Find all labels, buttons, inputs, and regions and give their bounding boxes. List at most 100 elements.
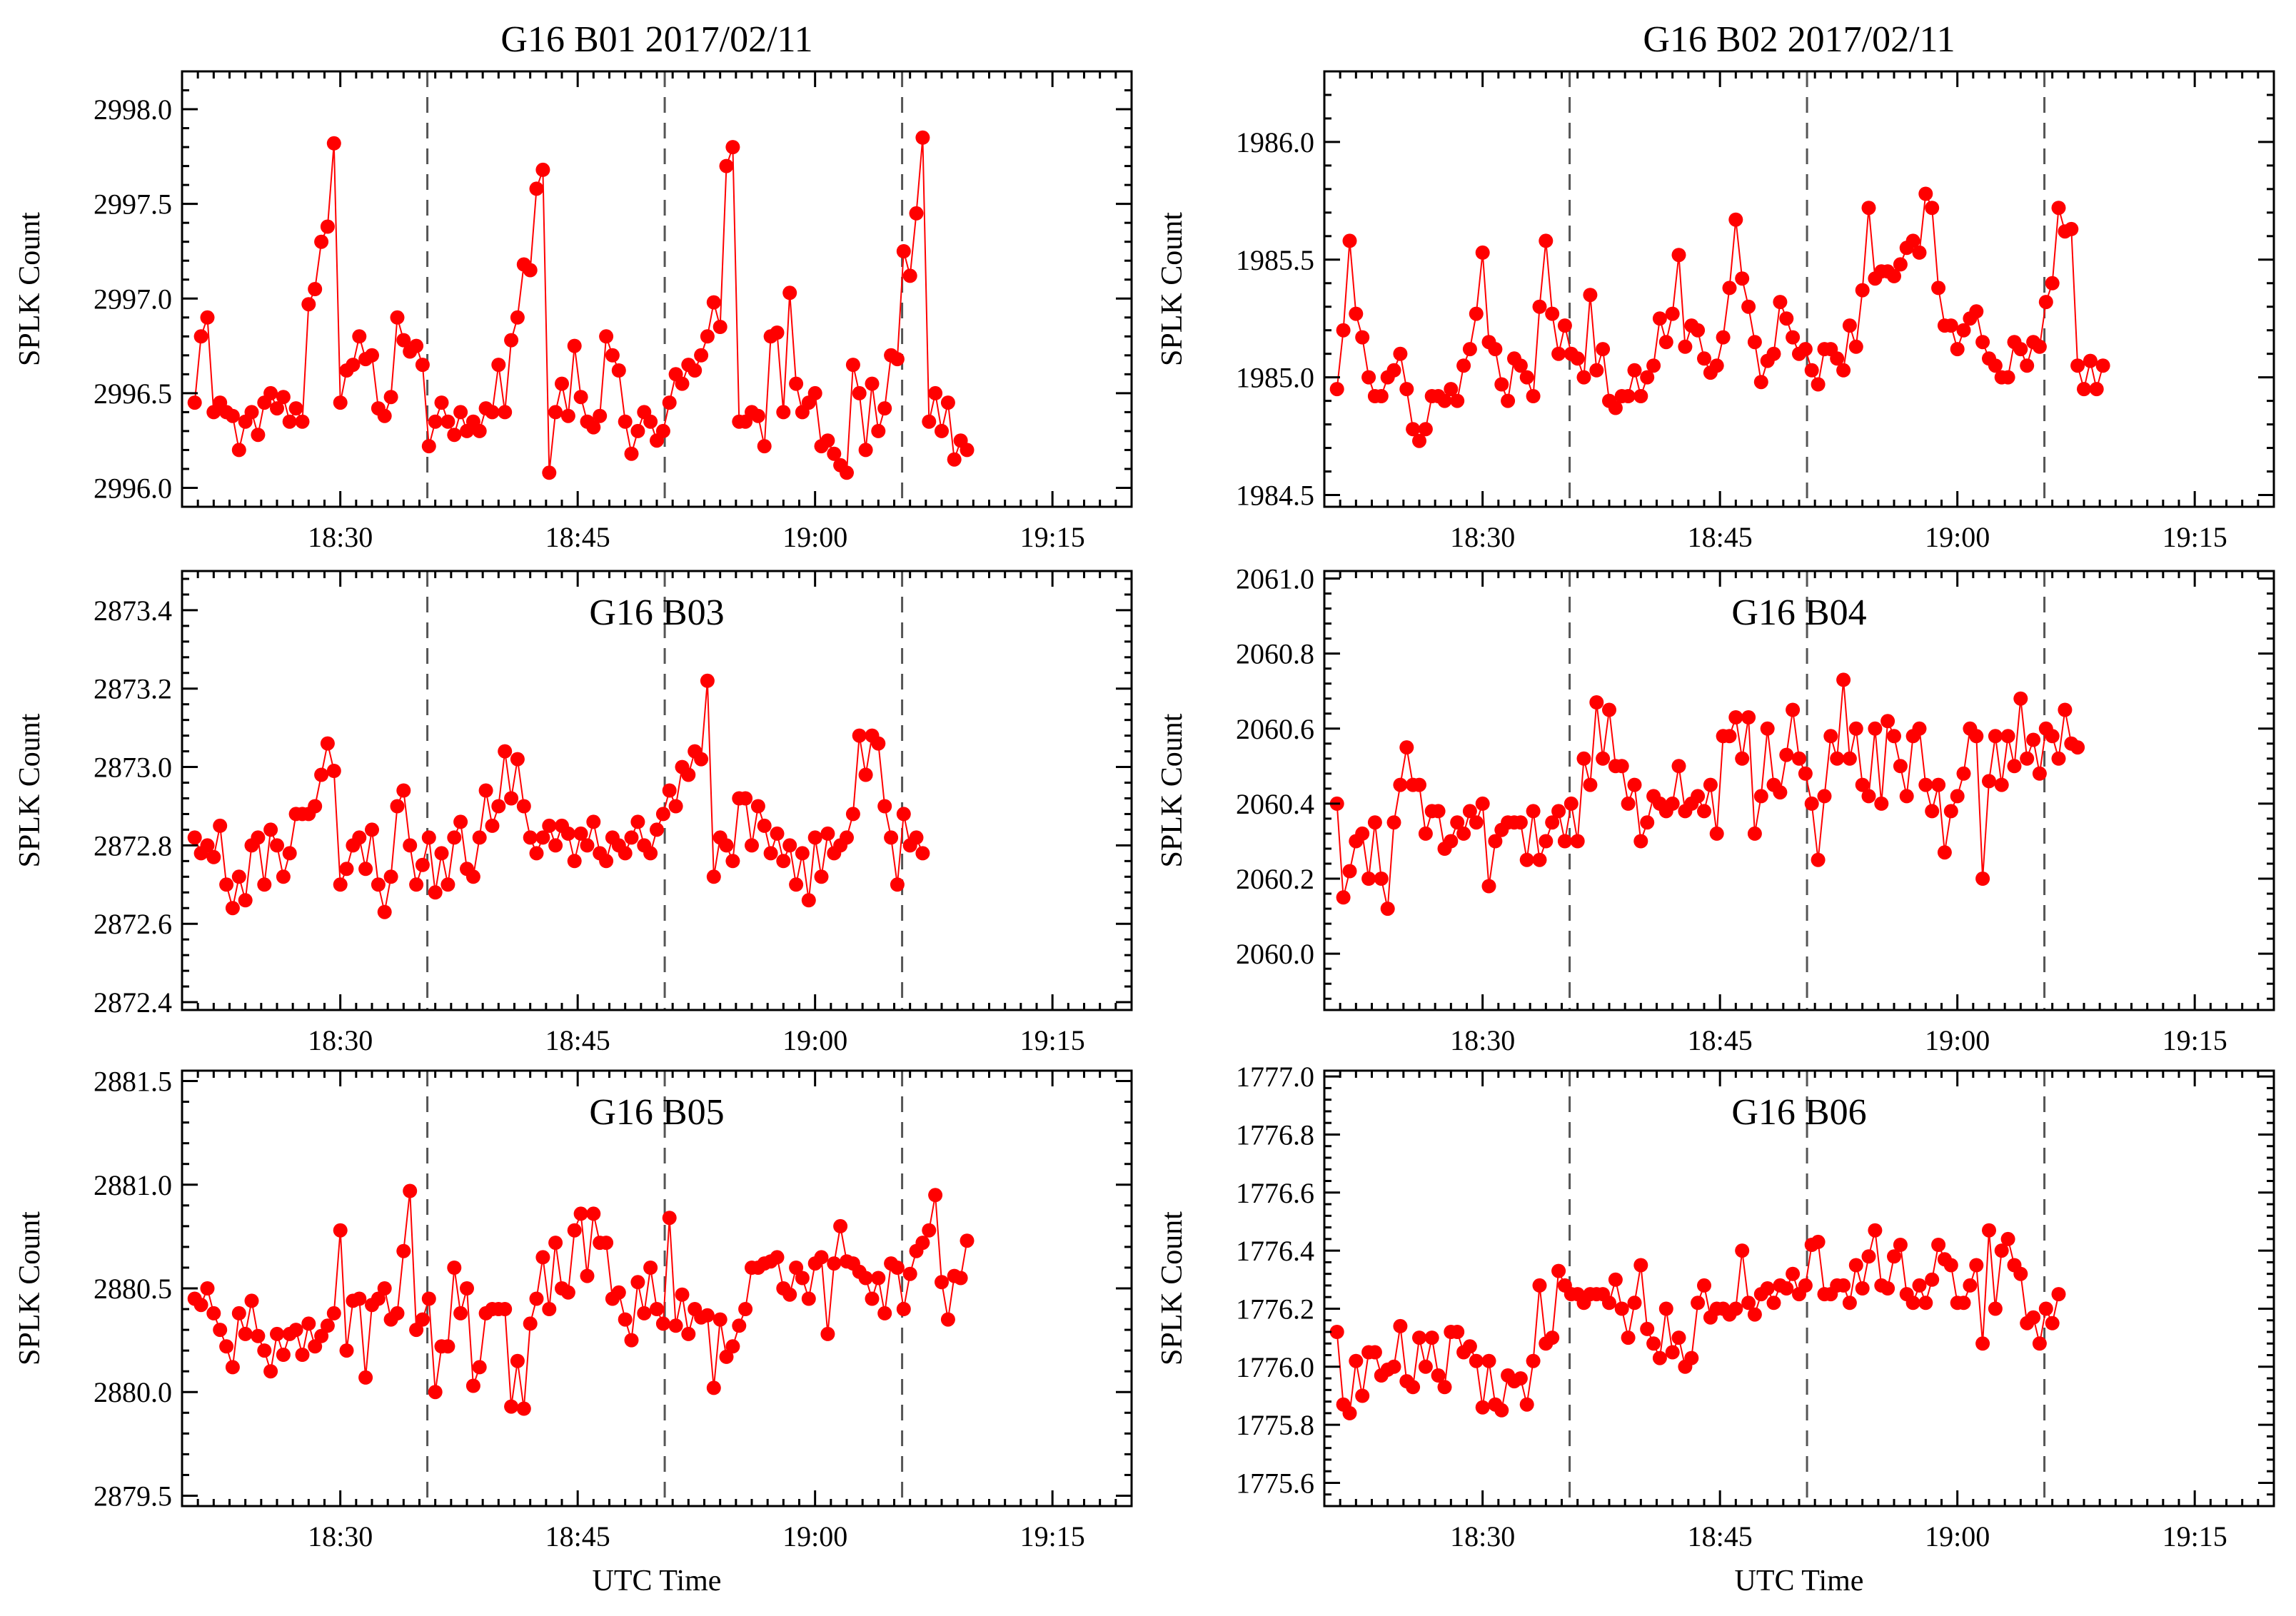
data-point xyxy=(365,348,379,363)
data-point xyxy=(1671,1330,1686,1345)
panel-title: G16 B03 xyxy=(589,592,724,633)
data-point xyxy=(1551,1263,1566,1278)
data-point xyxy=(719,1349,734,1364)
data-point xyxy=(560,1285,575,1300)
data-point xyxy=(485,818,500,833)
data-point xyxy=(896,807,911,822)
data-point xyxy=(1570,351,1585,366)
data-point xyxy=(288,401,303,416)
data-point xyxy=(1665,1345,1680,1360)
data-point xyxy=(1804,363,1819,378)
clip-mask xyxy=(1303,50,1324,528)
data-point xyxy=(2045,1315,2060,1330)
data-point xyxy=(257,877,272,892)
data-point xyxy=(1931,281,1946,296)
data-point xyxy=(2051,1287,2066,1302)
data-point xyxy=(871,423,886,438)
data-point xyxy=(219,1339,234,1354)
y-tick-label: 1776.4 xyxy=(1236,1235,1314,1267)
data-point xyxy=(1773,295,1788,310)
data-point xyxy=(573,390,588,405)
data-point xyxy=(560,826,575,841)
data-point xyxy=(1868,1223,1883,1238)
data-point xyxy=(624,830,639,845)
data-point xyxy=(643,1261,658,1275)
x-tick-label: 19:00 xyxy=(1925,1520,1990,1552)
data-point xyxy=(1526,804,1541,819)
data-point xyxy=(2020,751,2035,766)
panel-title: G16 B05 xyxy=(589,1092,724,1133)
y-tick-label: 2060.8 xyxy=(1236,638,1314,670)
data-point xyxy=(1646,358,1661,373)
data-point xyxy=(1336,890,1351,905)
data-point xyxy=(1513,358,1528,373)
panel-title: G16 B06 xyxy=(1731,1092,1866,1133)
x-tick-label: 18:45 xyxy=(545,1024,610,1056)
data-point xyxy=(542,1302,557,1316)
data-point xyxy=(535,162,550,177)
data-point xyxy=(390,799,405,814)
data-point xyxy=(1931,1238,1946,1252)
data-point xyxy=(415,1312,430,1327)
data-point xyxy=(1557,834,1572,849)
data-point xyxy=(504,791,519,806)
data-point xyxy=(1361,370,1376,385)
data-point xyxy=(618,846,633,861)
data-point xyxy=(1665,306,1680,321)
data-point xyxy=(1956,766,1971,781)
data-point xyxy=(1349,1353,1364,1368)
data-point xyxy=(858,1271,873,1286)
data-point xyxy=(2095,358,2110,373)
data-point xyxy=(1937,845,1952,860)
data-point xyxy=(1424,1330,1439,1345)
data-point xyxy=(1684,1350,1699,1365)
data-point xyxy=(1576,751,1591,766)
data-point xyxy=(1899,789,1914,804)
data-point xyxy=(1412,433,1426,448)
data-point xyxy=(548,838,563,853)
data-point xyxy=(1747,1307,1762,1322)
panel-title: G16 B02 2017/02/11 xyxy=(1643,19,1955,60)
data-point xyxy=(428,414,443,429)
data-point xyxy=(650,1302,664,1316)
y-tick-label: 1986.0 xyxy=(1236,126,1314,158)
data-point xyxy=(1893,257,1908,272)
data-point xyxy=(535,1250,550,1265)
data-point xyxy=(1596,751,1611,766)
data-point xyxy=(308,1339,323,1354)
data-point xyxy=(1355,826,1370,841)
data-point xyxy=(2083,353,2098,368)
data-point xyxy=(1532,1278,1547,1293)
data-point xyxy=(1393,1318,1408,1333)
data-point xyxy=(1545,815,1560,830)
data-point xyxy=(1735,271,1750,286)
data-point xyxy=(1931,777,1946,792)
data-point xyxy=(840,465,854,480)
data-point xyxy=(2064,221,2079,236)
data-point xyxy=(1982,774,1996,789)
data-point xyxy=(1469,1353,1484,1368)
data-point xyxy=(2020,358,2035,373)
data-point xyxy=(820,1326,835,1341)
data-point xyxy=(706,1380,721,1395)
data-point xyxy=(1393,346,1408,361)
data-point xyxy=(1842,1296,1857,1311)
data-point xyxy=(390,310,405,325)
data-point xyxy=(415,857,430,872)
data-point xyxy=(295,1348,310,1362)
y-tick-label: 2060.0 xyxy=(1236,938,1314,970)
data-point xyxy=(1399,382,1414,397)
data-point xyxy=(928,1188,943,1203)
data-point xyxy=(1823,729,1838,744)
data-point xyxy=(1912,245,1927,260)
data-point xyxy=(193,329,208,344)
x-tick-label: 18:30 xyxy=(308,1520,373,1552)
data-point xyxy=(1773,785,1788,800)
data-point xyxy=(782,1287,797,1302)
data-point xyxy=(396,1243,411,1258)
data-point xyxy=(1501,393,1516,408)
data-point xyxy=(1975,335,1990,350)
data-point xyxy=(2070,740,2085,755)
data-point xyxy=(630,1275,645,1290)
data-point xyxy=(915,846,930,861)
